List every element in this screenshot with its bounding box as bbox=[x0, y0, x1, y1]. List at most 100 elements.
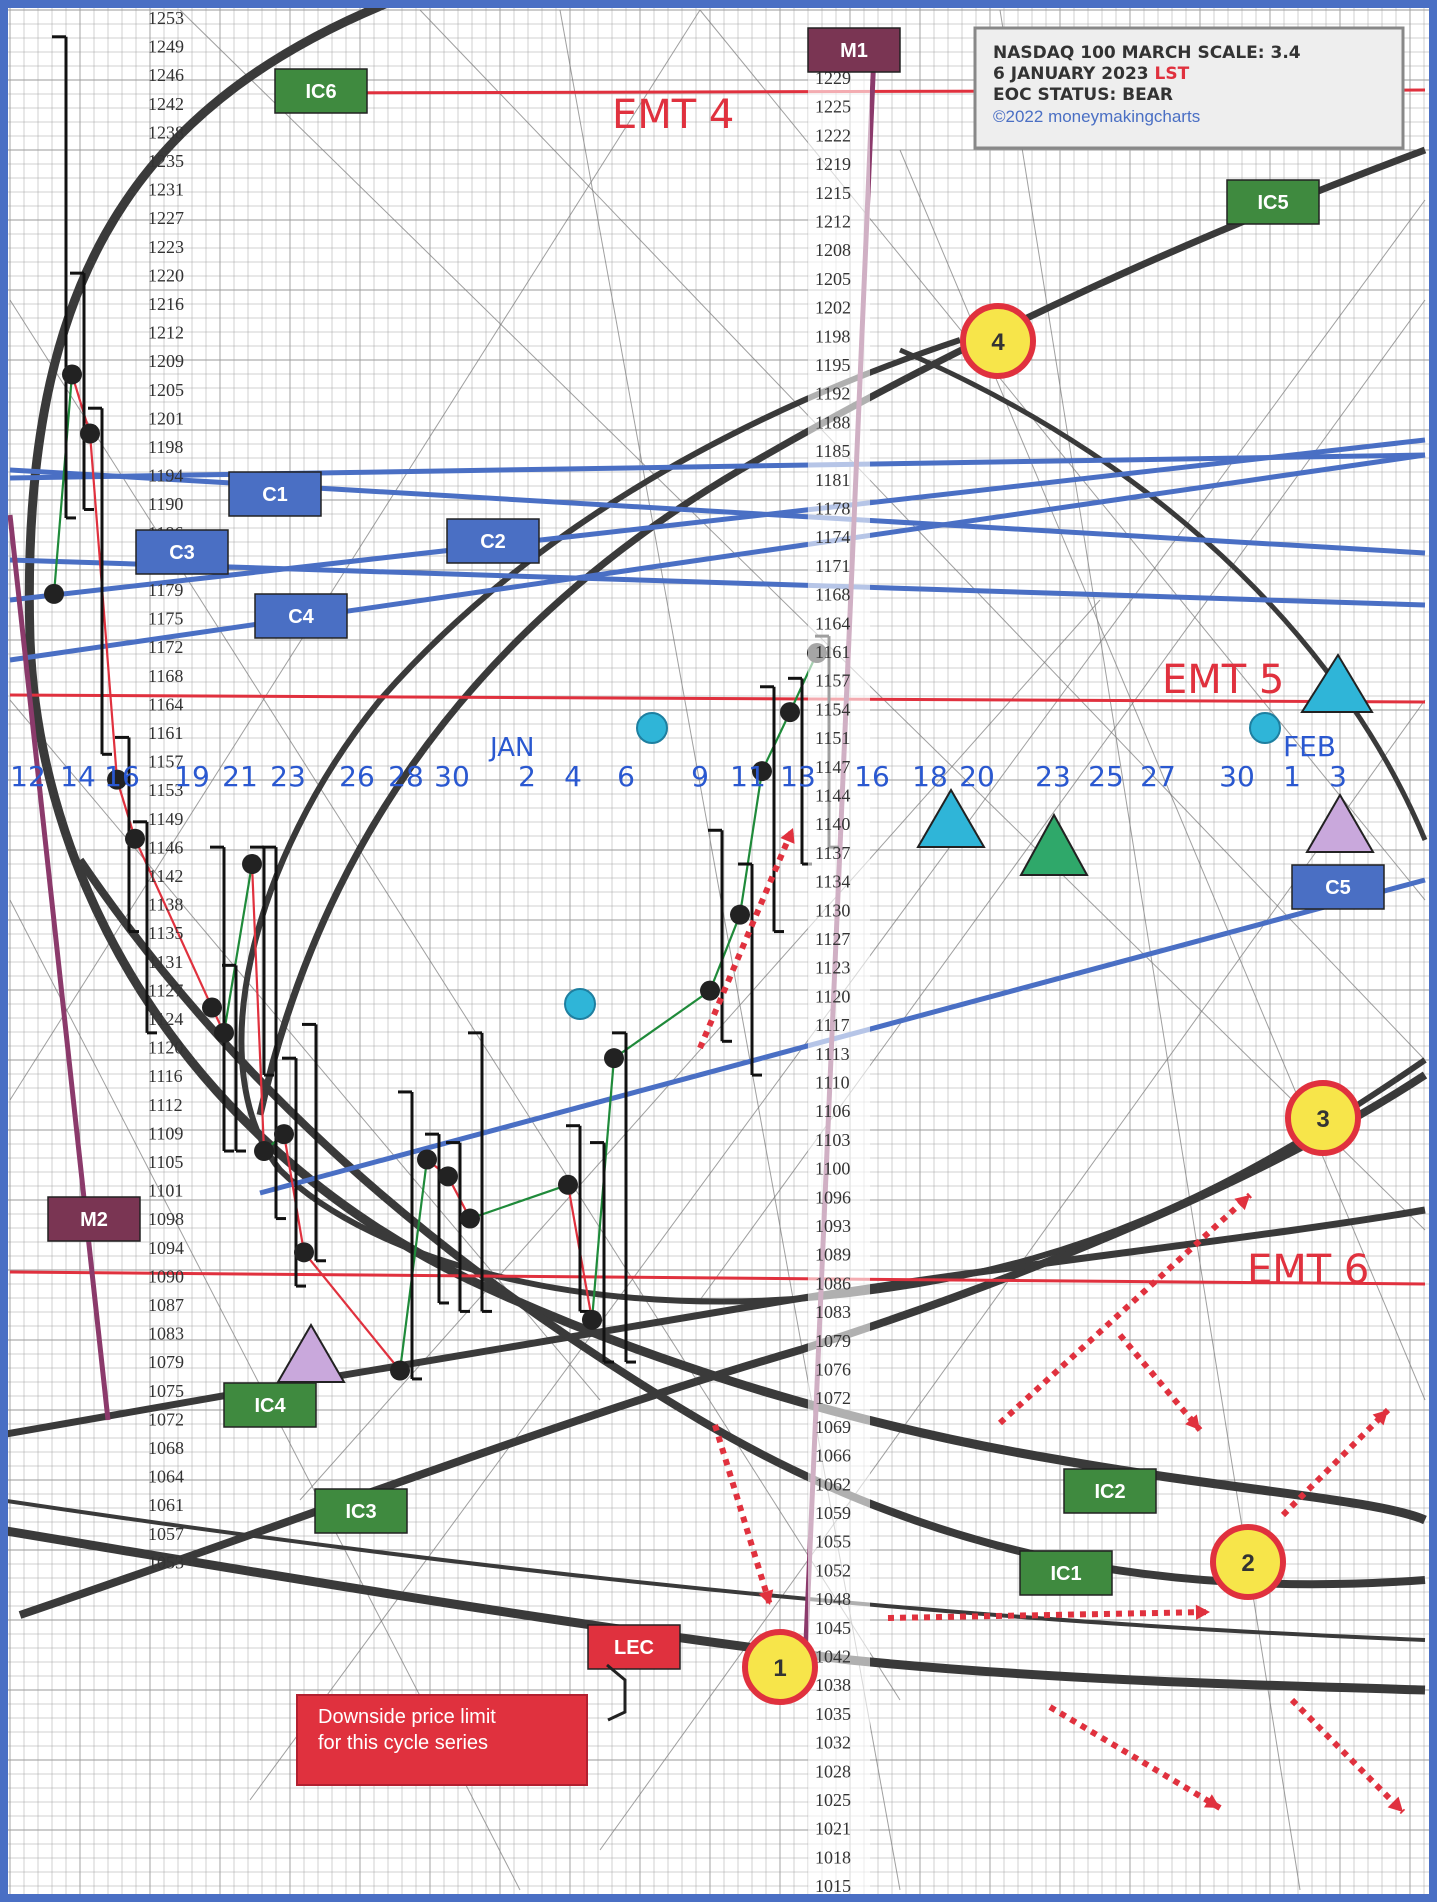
y-tick-center: 1103 bbox=[815, 1130, 850, 1150]
y-tick-left: 1124 bbox=[148, 1009, 183, 1029]
diagonal-line bbox=[299, 599, 1101, 1501]
lec-pointer bbox=[606, 1663, 627, 1722]
y-tick-left: 1190 bbox=[148, 494, 183, 514]
projection-arrow-head bbox=[1372, 1410, 1388, 1426]
y-tick-left: 1135 bbox=[148, 923, 183, 943]
label-m1: M1 bbox=[840, 40, 868, 62]
projection-arrow bbox=[1280, 1407, 1391, 1518]
ohlc-close-dot bbox=[202, 997, 222, 1018]
y-tick-left: 1116 bbox=[148, 1066, 183, 1086]
ic3-curve bbox=[18, 1071, 1428, 1619]
y-tick-left: 1157 bbox=[148, 752, 183, 772]
x-date-label: 26 bbox=[339, 760, 375, 793]
x-date-label: 23 bbox=[1035, 760, 1071, 793]
label-box-ic4 bbox=[223, 1382, 317, 1428]
y-ticks-center: 1229 1225 1222 1219 1215 1212 1208 1205 1202 1198… bbox=[815, 68, 851, 1896]
ohlc-close-dot bbox=[294, 1242, 314, 1263]
triangle-lilac-right bbox=[1305, 793, 1375, 853]
y-tick-center: 1178 bbox=[815, 499, 850, 519]
ohlc-close-dot bbox=[125, 828, 145, 849]
lec-baseline-curve bbox=[0, 1498, 1426, 1642]
info-line2: 6 JANUARY 2023 LST bbox=[993, 64, 1190, 84]
y-tick-left: 1242 bbox=[148, 94, 184, 114]
x-date-label: 9 bbox=[691, 760, 709, 793]
y-tick-center: 1181 bbox=[815, 470, 850, 490]
y-tick-left: 1094 bbox=[148, 1238, 184, 1258]
projection-arrow bbox=[1117, 1333, 1203, 1432]
y-tick-center: 1038 bbox=[815, 1675, 851, 1695]
ellipse-upper-curve bbox=[899, 347, 1428, 841]
label-box-m1 bbox=[807, 27, 901, 73]
c2-line bbox=[9, 437, 1426, 603]
y-tick-center: 1222 bbox=[815, 125, 851, 145]
y-tick-center: 1120 bbox=[815, 986, 850, 1006]
ohlc-close-dot bbox=[730, 904, 750, 925]
y-tick-left: 1064 bbox=[148, 1467, 184, 1487]
y-tick-left: 1053 bbox=[148, 1552, 184, 1572]
c3-line bbox=[9, 557, 1426, 608]
y-tick-center: 1045 bbox=[815, 1618, 851, 1638]
y-tick-left: 1057 bbox=[148, 1524, 184, 1544]
y-tick-center: 1219 bbox=[815, 154, 851, 174]
numbered-circle3-label: 3 bbox=[1316, 1106, 1329, 1133]
info-line3: EOC STATUS: BEAR bbox=[993, 85, 1173, 105]
label-ic2: IC2 bbox=[1094, 1481, 1125, 1503]
label-ic6: IC6 bbox=[305, 81, 336, 103]
projection-arrow bbox=[1289, 1697, 1406, 1815]
y-tick-center: 1140 bbox=[815, 814, 850, 834]
y-tick-center: 1225 bbox=[815, 97, 851, 117]
ohlc-close-dot bbox=[274, 1124, 294, 1145]
y-tick-center: 1164 bbox=[815, 613, 850, 633]
y-tick-left: 1231 bbox=[148, 180, 184, 200]
y-tick-center: 1117 bbox=[815, 1015, 850, 1035]
y-tick-center: 1188 bbox=[815, 412, 850, 432]
x-date-label: 27 bbox=[1140, 760, 1176, 793]
x-date-label: 16 bbox=[104, 760, 140, 793]
y-tick-center: 1021 bbox=[815, 1819, 851, 1839]
numbered-circle2 bbox=[1210, 1524, 1286, 1600]
y-tick-center: 1096 bbox=[815, 1187, 851, 1207]
x-date-labels: 12 14 16 19 21 23 26 28 30 2 4 6 9 11 13 16 18 20 23 25 27 30… bbox=[10, 760, 1347, 793]
x-date-label: 3 bbox=[1329, 760, 1347, 793]
projection-arrow-head bbox=[1387, 1796, 1403, 1812]
close-line-segment bbox=[282, 1133, 306, 1253]
y-tick-center: 1202 bbox=[815, 298, 851, 318]
close-line-segment bbox=[613, 989, 711, 1060]
projection-arrow-head bbox=[780, 828, 795, 844]
downside-limit-box: Downside price limit for this cycle seri… bbox=[296, 1663, 627, 1786]
label-c2: C2 bbox=[480, 531, 506, 553]
ohlc-close-dot bbox=[438, 1166, 458, 1187]
projection-arrow bbox=[887, 1609, 1211, 1621]
y-tick-left: 1112 bbox=[148, 1095, 183, 1115]
y-tick-left: 1098 bbox=[148, 1209, 184, 1229]
info-line4: ©2022 moneymakingcharts bbox=[993, 107, 1200, 126]
lec-curve bbox=[238, 337, 1427, 1305]
ohlc-close-dot bbox=[558, 1174, 578, 1195]
numbered-circle3 bbox=[1285, 1080, 1361, 1156]
month-label-feb: FEB bbox=[1283, 730, 1336, 763]
y-tick-center: 1212 bbox=[815, 212, 851, 232]
cyan-circles bbox=[564, 712, 1281, 1020]
triangle-cyan-mid bbox=[916, 788, 986, 848]
x-date-label: 25 bbox=[1088, 760, 1124, 793]
ohlc-close-dot bbox=[44, 583, 64, 604]
close-line-segment bbox=[761, 711, 791, 772]
y-tick-left: 1179 bbox=[148, 580, 183, 600]
y-tick-center: 1195 bbox=[815, 355, 850, 375]
y-tick-left: 1238 bbox=[148, 122, 184, 142]
ohlc-bars bbox=[44, 35, 839, 1381]
ohlc-close-dot bbox=[752, 761, 772, 782]
label-ic5: IC5 bbox=[1257, 192, 1288, 214]
downside-limit-rect bbox=[296, 1694, 588, 1786]
label-box-lec bbox=[587, 1624, 681, 1670]
y-tick-center: 1198 bbox=[815, 326, 850, 346]
label-box-ic6 bbox=[274, 68, 368, 114]
y-tick-center: 1042 bbox=[815, 1647, 851, 1667]
y-tick-center: 1062 bbox=[815, 1474, 851, 1494]
numbered-circle1 bbox=[742, 1629, 818, 1705]
y-tick-left: 1061 bbox=[148, 1495, 184, 1515]
projection-arrow-head bbox=[758, 1589, 774, 1605]
x-date-label: 30 bbox=[434, 760, 470, 793]
y-tick-center: 1025 bbox=[815, 1790, 851, 1810]
